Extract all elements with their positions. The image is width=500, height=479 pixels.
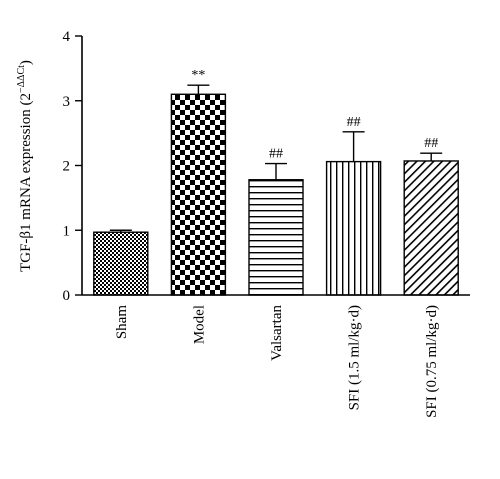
y-tick-label: 2 bbox=[63, 159, 71, 175]
y-tick-label: 4 bbox=[63, 29, 71, 45]
significance-label-1: ** bbox=[191, 68, 205, 83]
bar-4 bbox=[403, 160, 459, 296]
significance-label-2: ## bbox=[269, 147, 283, 162]
y-axis-title: TGF-β1 mRNA expression (2−ΔΔCt) bbox=[16, 60, 34, 272]
x-category-label: SFI (1.5 ml/kg·d) bbox=[347, 305, 363, 410]
significance-label-4: ## bbox=[424, 136, 438, 151]
x-category-label: SFI (0.75 ml/kg·d) bbox=[424, 305, 440, 418]
x-category-label: Sham bbox=[114, 305, 130, 340]
bar-1 bbox=[170, 93, 227, 296]
y-tick-label: 1 bbox=[63, 223, 71, 239]
y-tick-label: 3 bbox=[63, 94, 71, 110]
x-category-label: Valsartan bbox=[269, 305, 285, 361]
x-category-label: Model bbox=[191, 305, 207, 344]
y-tick-label: 0 bbox=[63, 288, 71, 304]
bar-3 bbox=[325, 160, 382, 296]
significance-label-3: ## bbox=[347, 115, 361, 130]
bar-0 bbox=[93, 231, 149, 296]
bar-2 bbox=[248, 179, 304, 296]
